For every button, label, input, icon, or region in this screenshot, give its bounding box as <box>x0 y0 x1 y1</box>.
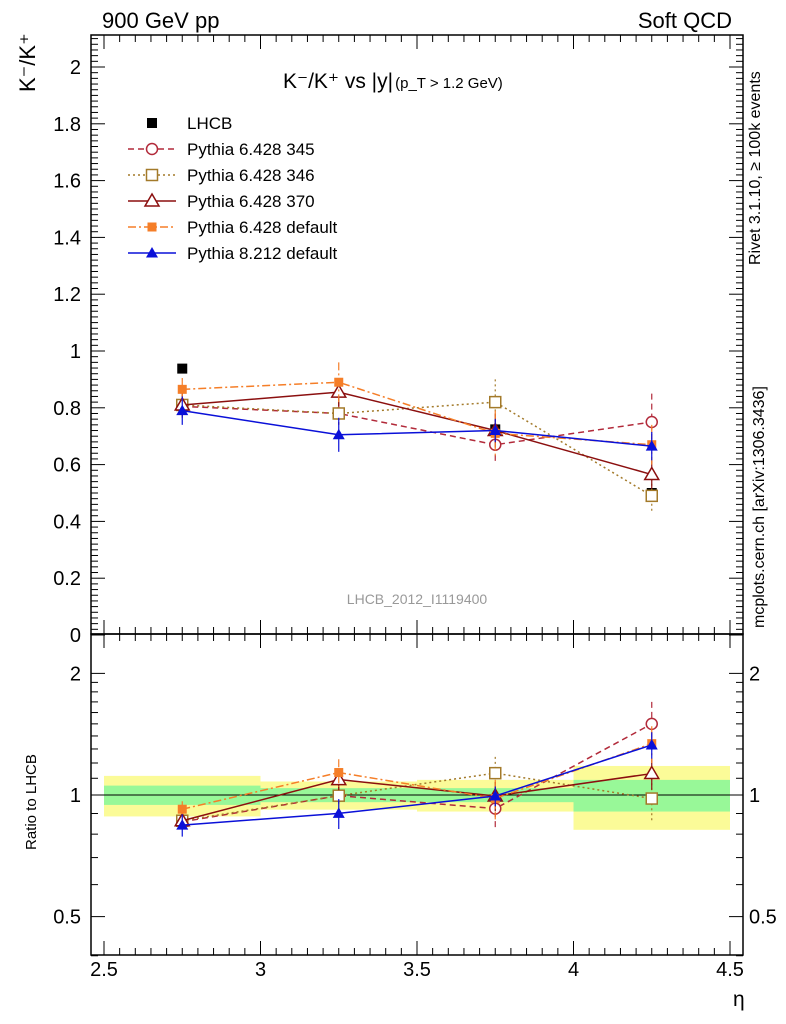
pythia-6-428-default-ratio-point <box>334 768 344 778</box>
ratio-y-axis-label: Ratio to LHCB <box>23 754 40 850</box>
legend-pythia-6-428-default-marker <box>147 222 157 232</box>
pythia-6-428-346-line <box>182 401 653 497</box>
pythia-8-212-default-ratio-line <box>182 744 652 826</box>
legend-lhcb-marker <box>147 118 157 128</box>
pythia-6-428-default-point <box>334 377 344 387</box>
pythia-6-428-346-point <box>489 395 502 409</box>
x-tick-label: 4.5 <box>716 959 744 981</box>
pythia-6-428-345-ratio-line <box>182 723 653 823</box>
legend-pythia-6-428-370-marker <box>143 192 161 207</box>
pythia-6-428-346-ratio-line <box>182 772 652 822</box>
pythia-6-428-370-line <box>182 391 652 476</box>
y-tick-label: 2 <box>70 57 81 79</box>
y-tick-label: 1.2 <box>53 284 81 306</box>
ratio-tick-label: 0.5 <box>53 907 81 929</box>
pythia-8-212-default-point <box>332 428 345 440</box>
legend-pythia-8-212-default-marker <box>146 247 158 258</box>
ratio-tick-label-right: 1 <box>749 785 760 807</box>
x-tick-label: 3 <box>255 959 266 981</box>
pythia-6-428-346-point <box>332 407 345 420</box>
pythia-6-428-346-point <box>645 489 658 503</box>
pythia-8-212-default-line <box>182 409 652 447</box>
ratio-tick-label-right: 2 <box>749 663 760 685</box>
mcplots-note: mcplots.cern.ch [arXiv:1306.3436] <box>751 386 768 628</box>
y-tick-label: 1 <box>70 341 81 363</box>
pythia-8-212-default-point <box>489 424 502 436</box>
ratio-tick-label: 2 <box>70 663 81 685</box>
pythia-6-428-default-ratio-point <box>177 804 187 814</box>
legend-pythia-6-428-default-label: Pythia 6.428 default <box>187 218 338 237</box>
y-tick-label: 0.2 <box>53 568 81 590</box>
analysis-id: LHCB_2012_I1119400 <box>347 591 488 607</box>
ratio-tick-label-right: 0.5 <box>749 907 777 929</box>
pythia-8-212-default-ratio-point <box>489 789 502 801</box>
y-tick-label: 1.6 <box>53 171 81 193</box>
pythia-6-428-default-point <box>177 384 187 394</box>
ratio-tick-label: 1 <box>70 785 81 807</box>
legend-pythia-8-212-default-label: Pythia 8.212 default <box>187 244 338 263</box>
y-tick-label: 0.4 <box>53 511 81 533</box>
legend-pythia-6-428-370-label: Pythia 6.428 370 <box>187 192 315 211</box>
legend-pythia-6-428-346-label: Pythia 6.428 346 <box>187 166 315 185</box>
pythia-8-212-default-ratio-point <box>332 807 345 818</box>
pythia-6-428-346-ratio-point <box>489 766 502 780</box>
pythia-8-212-default-point <box>176 404 189 416</box>
x-tick-label: 4 <box>568 959 579 981</box>
rivet-note: Rivet 3.1.10, ≥ 100k events <box>747 71 764 265</box>
x-tick-label: 3.5 <box>403 959 431 981</box>
pythia-6-428-370-ratio-point <box>643 765 661 780</box>
x-axis-label: η <box>733 988 745 1011</box>
legend-pythia-6-428-345-marker <box>145 142 159 156</box>
pythia-6-428-346-ratio-point <box>645 792 658 805</box>
legend-pythia-6-428-345-label: Pythia 6.428 345 <box>187 140 315 159</box>
pythia-6-428-default-line <box>182 381 652 446</box>
y-axis-label: K⁻/K⁺ <box>15 33 40 92</box>
x-tick-label: 2.5 <box>90 959 118 981</box>
legend-lhcb-label: LHCB <box>187 114 232 133</box>
pythia-6-428-345-line <box>182 405 652 446</box>
y-tick-label: 1.8 <box>53 114 81 136</box>
chart-title: K⁻/K⁺ vs |y| (p_T > 1.2 GeV) <box>283 70 503 93</box>
lhcb-data-point <box>177 363 188 374</box>
header-left-title: 900 GeV pp <box>102 8 219 33</box>
y-tick-label: 0.8 <box>53 398 81 420</box>
y-tick-label: 0 <box>70 625 81 647</box>
y-tick-label: 0.6 <box>53 455 81 477</box>
pythia-8-212-default-ratio-point <box>176 819 189 830</box>
pythia-6-428-370-ratio-line <box>182 772 652 822</box>
legend-pythia-6-428-346-marker <box>145 168 159 182</box>
y-tick-label: 1.4 <box>53 227 81 249</box>
chart-title-main: K⁻/K⁺ vs |y| <box>283 70 393 93</box>
pythia-8-212-default-ratio-point <box>645 738 658 750</box>
pythia-6-428-370-point <box>643 466 661 481</box>
chart-title-sub: (p_T > 1.2 GeV) <box>395 75 503 92</box>
pythia-8-212-default-point <box>645 440 658 451</box>
header-right-title: Soft QCD <box>638 8 732 33</box>
